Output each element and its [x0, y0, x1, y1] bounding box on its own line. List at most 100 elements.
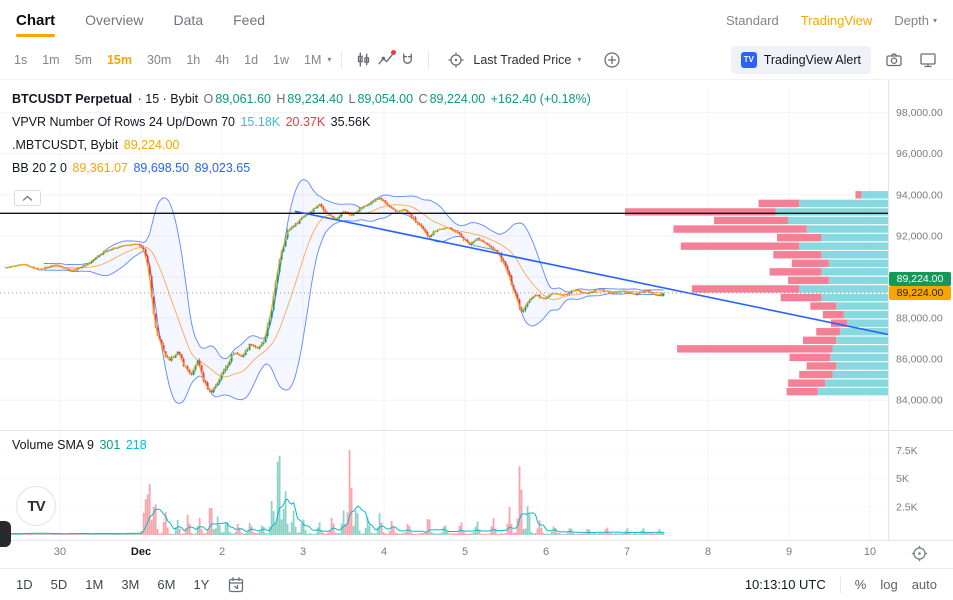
legend-text: H — [276, 92, 286, 106]
chevron-down-icon: ▾ — [932, 15, 937, 25]
magnet-icon[interactable] — [396, 49, 418, 71]
screen-edge-artifact — [0, 521, 11, 547]
tab-feed[interactable]: Feed — [233, 12, 266, 28]
tradingview-logo-icon: TV — [740, 51, 757, 68]
range-1y[interactable]: 1Y — [193, 577, 210, 592]
volume-axis-label: 5K — [896, 473, 909, 485]
divider — [839, 576, 841, 593]
add-compare-icon[interactable] — [601, 49, 623, 71]
interval-group: 1s 1m 5m 15m 30m 1h 4h 1d 1w 1M — [14, 53, 321, 67]
percent-scale-button[interactable]: % — [854, 577, 867, 592]
legend-collapse-button[interactable] — [14, 190, 41, 206]
range-1m[interactable]: 1M — [85, 577, 104, 592]
chevron-up-icon — [22, 195, 33, 201]
legend-text: C — [418, 92, 428, 106]
range-6m[interactable]: 6M — [157, 577, 176, 592]
divider — [428, 50, 430, 69]
alert-button-label: TradingView Alert — [763, 52, 861, 67]
time-axis-label: 5 — [462, 546, 468, 558]
price-axis-label: 88,000.00 — [896, 313, 943, 325]
legend-text: 35.56K — [330, 115, 371, 129]
bollinger-legend[interactable]: BB 20 2 0 89,361.07 89,698.50 89,023.65 — [12, 161, 252, 175]
price-axis-label: 94,000.00 — [896, 189, 943, 201]
chart-area[interactable]: 98,000.0096,000.0094,000.0092,000.0090,0… — [0, 80, 953, 568]
view-tabs: Chart Overview Data Feed — [16, 1, 265, 40]
interval-15m[interactable]: 15m — [106, 52, 132, 67]
tab-overview[interactable]: Overview — [85, 12, 144, 28]
legend-text: VPVR Number Of Rows 24 Up/Down 70 — [12, 115, 239, 129]
index-price-badge: 89,224.00 — [889, 285, 951, 300]
auto-scale-button[interactable]: auto — [911, 577, 937, 592]
scales-reset-icon[interactable] — [911, 545, 928, 562]
tab-data[interactable]: Data — [173, 12, 204, 28]
last-price-badge: 89,224.00 — [889, 271, 951, 286]
interval-1M[interactable]: 1M — [304, 52, 322, 67]
interval-4h[interactable]: 4h — [215, 52, 230, 67]
mode-tradingview[interactable]: TradingView — [801, 13, 873, 28]
interval-1s[interactable]: 1s — [14, 52, 28, 67]
interval-30m[interactable]: 30m — [146, 52, 172, 67]
bottom-toolbar: 1D 5D 1M 3M 6M 1Y 10:13:10 UTC % log auto — [0, 568, 953, 600]
time-axis-label: 8 — [705, 546, 711, 558]
interval-dropdown-caret[interactable]: ▾ — [327, 55, 332, 64]
legend-text: 89,054.00 — [357, 92, 417, 106]
time-axis-label: 4 — [381, 546, 387, 558]
volume-legend[interactable]: Volume SMA 9 301 218 — [12, 438, 149, 452]
legend-text: 89,234.40 — [287, 92, 347, 106]
symbol-ohlc-legend[interactable]: BTCUSDT Perpetual · 15 · Bybit O 89,061.6… — [12, 92, 593, 106]
legend-text: 89,224.00 — [123, 138, 180, 152]
bottom-right-group: 10:13:10 UTC % log auto — [744, 576, 937, 593]
legend-text: 301 — [99, 438, 124, 452]
indicators-icon[interactable] — [374, 49, 397, 71]
legend-text: 89,061.60 — [215, 92, 275, 106]
interval-1h[interactable]: 1h — [186, 52, 201, 67]
legend-text: 20.37K — [285, 115, 329, 129]
mode-standard[interactable]: Standard — [726, 13, 779, 28]
legend-text: +162.40 (+0.18%) — [490, 92, 591, 106]
vpvr-indicator-legend[interactable]: VPVR Number Of Rows 24 Up/Down 70 15.18K… — [12, 115, 372, 129]
toolbar-right-group: TV TradingView Alert — [730, 45, 939, 74]
interval-1w[interactable]: 1w — [273, 52, 290, 67]
time-axis-label: 30 — [54, 546, 66, 558]
interval-1m[interactable]: 1m — [42, 52, 60, 67]
range-3m[interactable]: 3M — [121, 577, 140, 592]
legend-text: BTCUSDT Perpetual — [12, 92, 133, 106]
price-axis-label: 96,000.00 — [896, 148, 943, 160]
mode-label: TradingView — [800, 12, 873, 28]
camera-icon[interactable] — [883, 49, 905, 71]
legend-text: 89,698.50 — [133, 161, 193, 175]
interval-5m[interactable]: 5m — [74, 52, 92, 67]
tab-chart[interactable]: Chart — [16, 1, 56, 40]
clock[interactable]: 10:13:10 UTC — [744, 577, 826, 592]
time-axis-label: 2 — [219, 546, 225, 558]
range-buttons: 1D 5D 1M 3M 6M 1Y — [16, 577, 209, 592]
fullscreen-icon[interactable] — [917, 49, 939, 71]
tradingview-watermark-logo[interactable]: TV — [16, 486, 56, 526]
legend-text: 15.18K — [240, 115, 284, 129]
mode-depth[interactable]: Depth ▾ — [894, 13, 937, 28]
chart-style-icon[interactable] — [352, 49, 374, 71]
target-icon — [445, 49, 467, 71]
price-source-label: Last Traded Price — [473, 52, 572, 67]
volume-axis-label: 7.5K — [896, 445, 918, 457]
price-axis-label: 98,000.00 — [896, 107, 943, 119]
tradingview-alert-button[interactable]: TV TradingView Alert — [730, 45, 871, 74]
legend-text: BB 20 2 0 — [12, 161, 71, 175]
top-header: Chart Overview Data Feed Standard TradingVie… — [0, 0, 953, 40]
mode-label: Standard — [725, 12, 779, 28]
legend-text: .MBTCUSDT, Bybit — [12, 138, 122, 152]
chart-mode-switch: Standard TradingView Depth ▾ — [726, 13, 937, 28]
range-5d[interactable]: 5D — [50, 577, 68, 592]
price-chart-canvas[interactable]: 98,000.0096,000.0094,000.0092,000.0090,0… — [0, 80, 953, 568]
time-axis-label: 10 — [864, 546, 876, 558]
goto-date-icon[interactable] — [225, 574, 247, 596]
mode-label: Depth — [894, 12, 929, 28]
time-axis-label: Dec — [131, 546, 151, 558]
log-scale-button[interactable]: log — [880, 577, 898, 592]
interval-1d[interactable]: 1d — [244, 52, 259, 67]
index-symbol-legend[interactable]: .MBTCUSDT, Bybit 89,224.00 — [12, 138, 181, 152]
volume-axis-label: 2.5K — [896, 501, 918, 513]
range-1d[interactable]: 1D — [16, 577, 33, 592]
price-source-select[interactable]: Last Traded Price ▾ — [445, 49, 581, 71]
